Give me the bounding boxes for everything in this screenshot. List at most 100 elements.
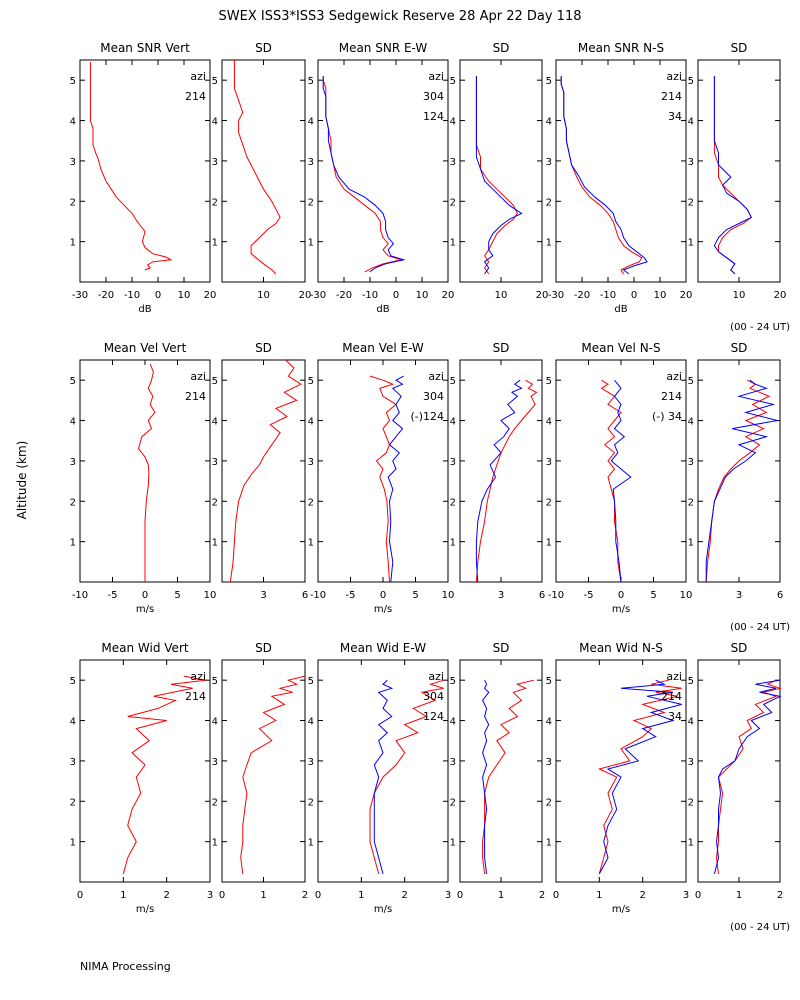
- series-line-red: [597, 679, 682, 875]
- panel-title: SD: [731, 641, 748, 655]
- x-tick-label: -10: [72, 590, 88, 601]
- legend-entry: 124: [423, 710, 444, 723]
- x-tick-label: 1: [120, 890, 126, 901]
- y-tick-label: 5: [70, 76, 76, 87]
- y-tick-label: 4: [70, 417, 76, 428]
- series-line-red: [240, 675, 306, 874]
- series-line-red: [713, 76, 752, 275]
- plot-frame: [459, 359, 543, 583]
- series-line-red: [705, 379, 771, 583]
- y-tick-label: 1: [70, 838, 76, 849]
- legend-entry: (-) 34: [652, 410, 682, 423]
- x-axis-label: dB: [614, 304, 627, 315]
- y-tick-label: 3: [212, 457, 218, 468]
- series-line-red: [322, 76, 404, 273]
- y-tick-label: 1: [450, 538, 456, 549]
- y-tick-label: 3: [70, 157, 76, 168]
- series-line-blue: [705, 379, 778, 582]
- x-tick-label: 6: [539, 590, 545, 601]
- x-tick-label: 0: [155, 290, 161, 301]
- y-tick-label: 2: [308, 497, 314, 508]
- time-range-label-row-3: (00 - 24 UT): [730, 922, 790, 933]
- y-tick-label: 5: [308, 76, 314, 87]
- x-tick-label: 20: [680, 290, 693, 301]
- x-tick-label: 0: [457, 890, 463, 901]
- y-tick-label: 4: [450, 717, 456, 728]
- y-tick-label: 2: [308, 197, 314, 208]
- panel-title: Mean SNR E-W: [339, 41, 428, 55]
- series-line-blue: [475, 76, 523, 275]
- y-tick-label: 4: [212, 717, 218, 728]
- legend-entry: 214: [185, 390, 206, 403]
- x-tick-label: 20: [774, 290, 787, 301]
- legend-heading: azi: [190, 370, 206, 383]
- y-tick-label: 2: [688, 497, 694, 508]
- x-tick-label: 10: [204, 590, 217, 601]
- y-tick-label: 4: [546, 717, 552, 728]
- panel-8: SD 1 2 3 4 5 3 6: [212, 341, 309, 601]
- panel-9: Mean Vel E-W 1 2 3 4 5 -10 -5 0 5 10 m/s azi 304 (-)12…: [308, 341, 455, 615]
- x-tick-label: -10: [362, 290, 378, 301]
- y-tick-label: 2: [212, 197, 218, 208]
- legend-entry: 214: [185, 690, 206, 703]
- y-tick-label: 4: [212, 417, 218, 428]
- plot-frame: [317, 659, 449, 883]
- y-tick-label: 2: [308, 797, 314, 808]
- legend-entry: 214: [661, 390, 682, 403]
- series-line-blue: [560, 76, 648, 275]
- plot-frame: [459, 59, 543, 283]
- y-tick-label: 1: [212, 238, 218, 249]
- y-tick-label: 5: [212, 76, 218, 87]
- series-line-red: [369, 679, 444, 875]
- x-tick-label: -30: [72, 290, 88, 301]
- x-tick-label: 10: [733, 290, 746, 301]
- x-tick-label: 3: [498, 590, 504, 601]
- x-tick-label: 3: [736, 590, 742, 601]
- x-tick-label: 5: [412, 590, 418, 601]
- y-tick-label: 5: [212, 676, 218, 687]
- y-tick-label: 3: [450, 157, 456, 168]
- time-range-label-row-2: (00 - 24 UT): [730, 622, 790, 633]
- panel-title: Mean Wid N-S: [579, 641, 663, 655]
- y-tick-label: 5: [450, 76, 456, 87]
- x-tick-label: -20: [98, 290, 114, 301]
- legend-entry: 304: [423, 390, 444, 403]
- x-tick-label: 1: [260, 890, 266, 901]
- x-axis-label: m/s: [612, 604, 630, 615]
- series-line-red: [600, 379, 622, 583]
- x-tick-label: 1: [498, 890, 504, 901]
- panel-title: SD: [255, 41, 272, 55]
- y-tick-label: 5: [546, 676, 552, 687]
- x-tick-label: 10: [680, 590, 693, 601]
- y-tick-label: 5: [688, 676, 694, 687]
- legend-entry: 304: [423, 90, 444, 103]
- y-tick-label: 3: [308, 157, 314, 168]
- y-tick-label: 1: [450, 838, 456, 849]
- y-tick-label: 4: [450, 117, 456, 128]
- legend-entry: 34: [668, 110, 682, 123]
- series-line-red: [715, 679, 782, 874]
- y-tick-label: 1: [70, 238, 76, 249]
- plot-frame: [697, 359, 781, 583]
- legend-heading: azi: [428, 70, 444, 83]
- y-tick-label: 3: [450, 757, 456, 768]
- x-tick-label: 1: [596, 890, 602, 901]
- x-tick-label: 3: [445, 890, 451, 901]
- y-tick-label: 4: [688, 717, 694, 728]
- legend-entry: 214: [185, 90, 206, 103]
- y-tick-label: 2: [546, 797, 552, 808]
- y-tick-label: 4: [546, 417, 552, 428]
- x-axis-label: dB: [376, 304, 389, 315]
- x-tick-label: 3: [683, 890, 689, 901]
- y-tick-label: 4: [308, 417, 314, 428]
- legend-entry: 304: [423, 690, 444, 703]
- time-range-label-row-1: (00 - 24 UT): [730, 322, 790, 333]
- series-line-blue: [482, 679, 490, 874]
- panel-14: SD 1 2 3 4 5 0 1 2: [212, 641, 309, 901]
- panel-title: SD: [731, 341, 748, 355]
- y-tick-label: 2: [70, 197, 76, 208]
- x-tick-label: 0: [631, 290, 637, 301]
- y-tick-label: 5: [70, 376, 76, 387]
- y-tick-label: 3: [212, 757, 218, 768]
